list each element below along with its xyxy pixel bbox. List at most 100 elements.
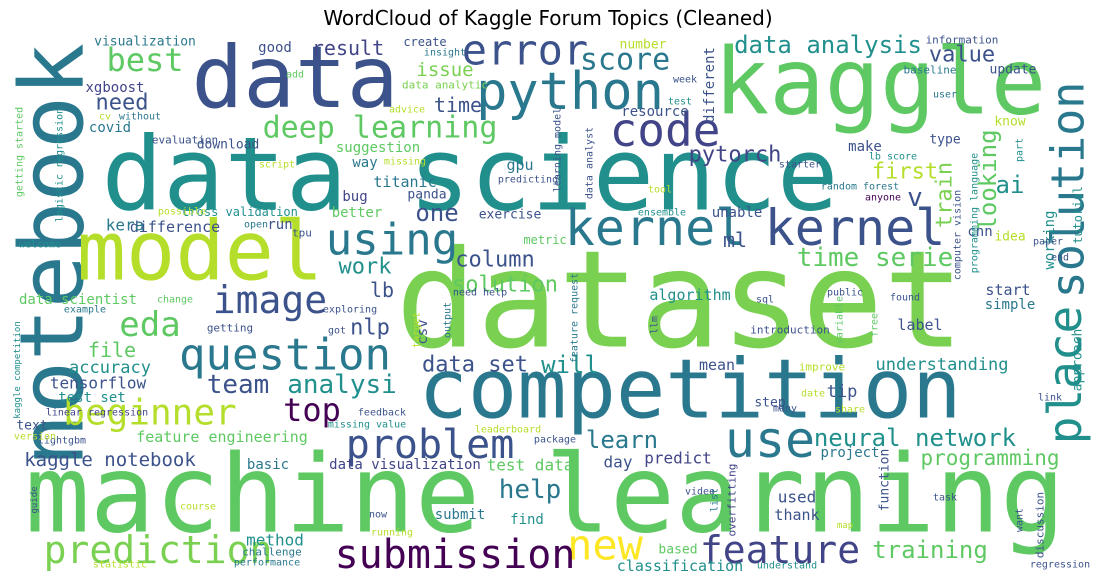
word: tutorial [1071,186,1085,244]
word: working [1042,210,1058,269]
word: kera [106,216,145,235]
word: programming language [970,153,981,273]
word: text [16,419,47,434]
word: understanding [875,355,1008,375]
word: example [64,305,106,316]
word: will [541,351,599,379]
word: baseline [904,64,957,77]
word: llm [650,316,661,334]
word: lightgbm [38,436,86,447]
word: based [658,543,697,558]
word: need help [453,288,507,299]
word: missing value [328,420,406,431]
word: ai [996,171,1025,199]
word: suggestion [336,140,420,156]
word: tip [827,382,858,402]
word: leaderboard [475,425,541,436]
word: ensemble [638,208,686,219]
word: kaggle competition [13,321,23,419]
word: statistic [93,560,147,571]
word: many [773,404,797,415]
word: new [567,521,644,570]
word: free [870,313,881,337]
word: time serie [797,243,954,273]
word: eda [119,305,180,345]
word: programming [920,446,1059,470]
word: user [933,90,957,101]
word: notebook [1,43,104,467]
word: public [827,288,863,299]
word: issue [416,59,473,81]
word: link [1038,393,1062,404]
word: top [283,391,341,429]
word: list [710,488,721,512]
word: feature request [570,273,581,363]
word: script [259,160,295,171]
word: difference [130,218,220,236]
word: way [352,155,377,171]
word: column [455,248,534,273]
word: used [778,488,817,507]
word: train [933,162,958,228]
word: variable [835,296,846,344]
word: guide [30,486,40,513]
word: data set [422,353,528,378]
word: work [339,255,392,280]
word: kernel [565,199,746,257]
word: bug [342,189,367,205]
word: data visualization [329,457,481,473]
word: resource [621,104,688,120]
word: xgboost [85,80,144,96]
word: v [907,183,923,213]
word: cnn [967,224,992,240]
word: understand [757,561,817,572]
word: introduction [750,324,829,337]
word: ml [723,228,747,252]
word: better [332,205,383,221]
word: data science [102,116,839,235]
word: course [180,502,216,513]
word: code [610,103,721,157]
word: classification [617,557,743,575]
word: algorithm [649,286,730,304]
word: version [14,432,56,443]
word: lb [370,278,394,302]
word: team [207,370,270,400]
word: csv [415,319,431,344]
word: learn [586,426,658,454]
word: package [534,435,576,446]
word: tpu [292,227,312,240]
word: idea [994,230,1025,245]
word: kernel [765,199,946,257]
word: target [412,312,423,348]
word: cv [99,112,111,123]
word: information [926,34,999,47]
word: feature engineering [136,428,308,446]
word: type [929,133,960,148]
word: method [246,531,304,550]
word: logistic regression [55,108,66,222]
word: download [197,138,260,153]
word: predict [644,449,711,468]
word: predicting [498,175,558,186]
word: first [872,160,938,185]
word: approach [1071,329,1086,392]
word: end [1051,253,1069,264]
word: submission [335,532,576,578]
word: without [119,112,161,123]
word: feature [700,528,860,572]
word: linear regression [46,408,148,419]
word: metric [523,233,566,247]
word: beginner [63,393,236,434]
word: thank [774,506,819,524]
word: data analyst [585,127,596,199]
word: number [620,38,667,53]
word: insight [424,48,466,59]
word: change [157,295,193,306]
word: learning model [553,108,564,192]
word: analysi [287,370,397,400]
word: tool [648,185,672,196]
word: exercise [479,208,542,223]
word: function [878,449,893,512]
